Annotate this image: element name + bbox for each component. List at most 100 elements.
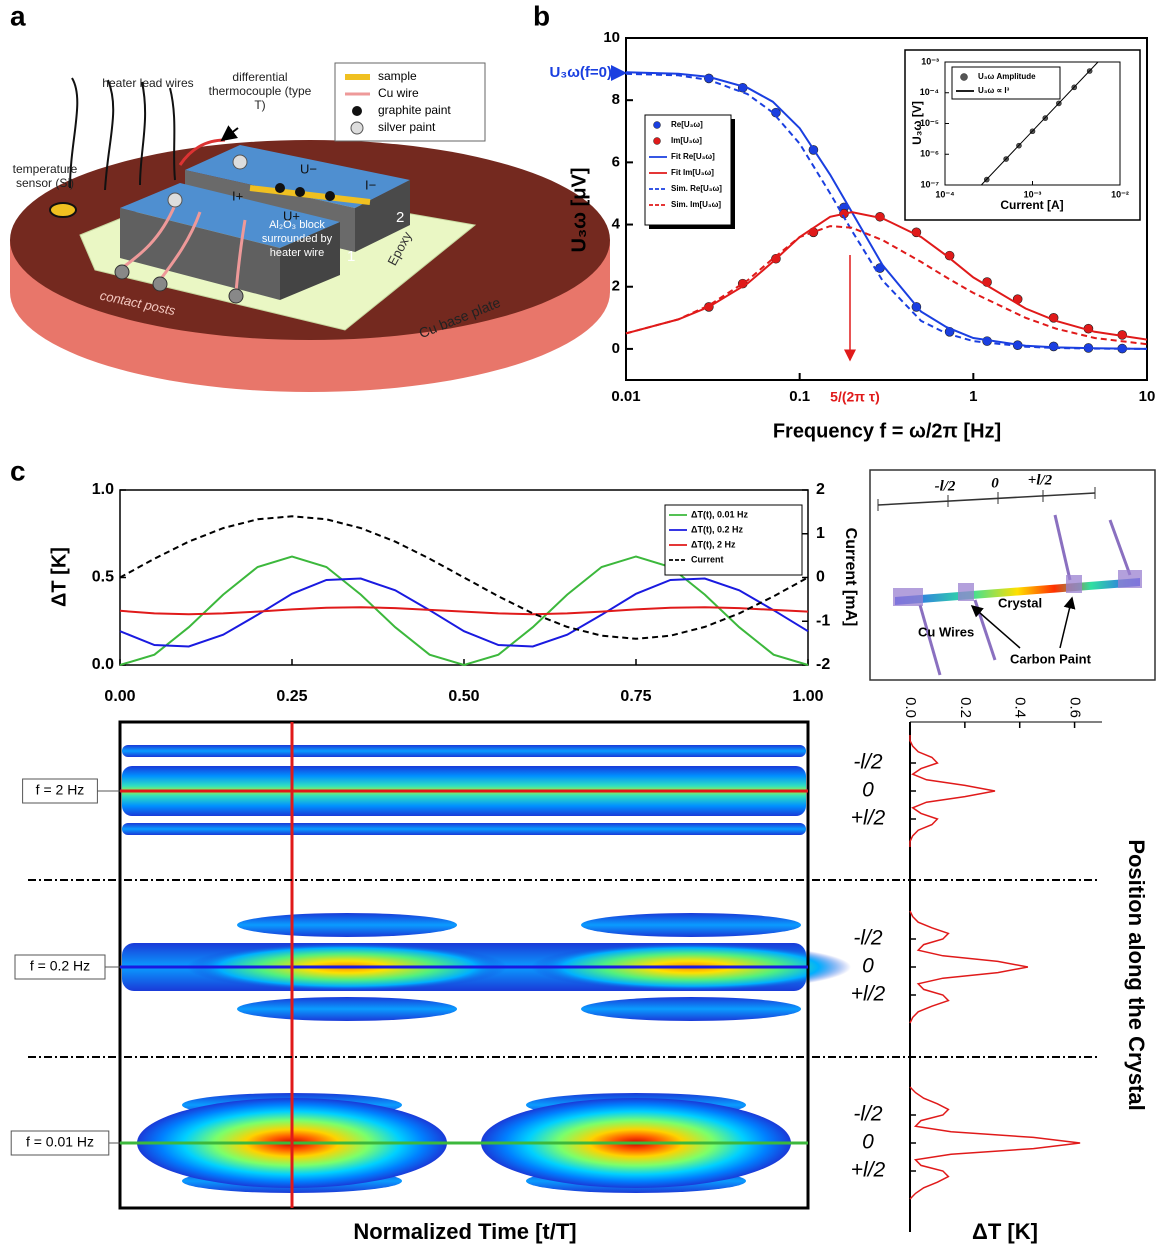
profile-line — [909, 1086, 1081, 1200]
y-tick-label: -l/2 — [853, 751, 882, 774]
schematic-tick: +l/2 — [1028, 472, 1053, 488]
x-tick-label: 0.50 — [448, 688, 479, 705]
x-tick-label: 1.00 — [792, 688, 823, 705]
diagram-label: differential thermocouple (type T) — [208, 70, 312, 112]
block-label: U− — [300, 161, 317, 176]
legend-label: Re[U₃ω] — [671, 120, 703, 129]
legend-label: Cu wire — [378, 86, 419, 100]
profile-line — [909, 735, 996, 847]
y-tick-label: 1.0 — [92, 481, 114, 498]
legend-box — [664, 504, 803, 576]
schematic-tick: -l/2 — [935, 478, 956, 494]
x-tick-label: 10⁻² — [1111, 189, 1129, 199]
legend-label: Current — [691, 554, 724, 564]
contour-blob — [237, 997, 458, 1021]
block-label: I− — [365, 177, 376, 192]
frequency-box — [22, 778, 98, 804]
y-axis-label: Position along the Crystal — [1124, 839, 1149, 1110]
plot-frame — [118, 720, 810, 1210]
x-tick-label: 1 — [969, 388, 977, 405]
y-tick-label: 10⁻⁷ — [921, 179, 940, 189]
y-tick-label: +l/2 — [851, 807, 886, 830]
x-tick-label: 0.4 — [1012, 697, 1029, 718]
panel-label: b — [533, 0, 550, 31]
legend-label: Fit Re[U₃ω] — [671, 152, 715, 161]
y2-tick-label: -1 — [816, 612, 830, 629]
legend-label: sample — [378, 69, 417, 83]
x-tick-label: 0.75 — [620, 688, 651, 705]
frequency-box — [10, 1130, 110, 1156]
block-label: U+ — [283, 208, 300, 223]
legend-swatch — [653, 137, 661, 145]
annotation: U₃ω(f=0) — [549, 64, 612, 81]
y-tick-label: +l/2 — [851, 1159, 886, 1182]
data-line — [980, 61, 1099, 186]
y-tick-label: -l/2 — [853, 927, 882, 950]
x-tick-label: 0.00 — [104, 688, 135, 705]
diagram-label: Al₂O₃ block surrounded by heater wire — [261, 219, 333, 259]
x-tick-label: 0.01 — [611, 388, 640, 405]
y2-tick-label: 0 — [816, 569, 825, 586]
legend-label: U₃ω Amplitude — [978, 72, 1036, 81]
x-axis-label: Current [A] — [1000, 198, 1063, 212]
plot-frame — [625, 37, 1148, 381]
legend-label: ΔT(t), 2 Hz — [691, 539, 736, 549]
y-tick-label: 0 — [862, 779, 874, 802]
y-tick-label: 10⁻⁶ — [920, 149, 939, 159]
x-tick-label: 0.0 — [902, 697, 919, 718]
schematic-label: Cu Wires — [918, 624, 974, 639]
y2-tick-label: 2 — [816, 481, 825, 498]
crystal-schematic: -l/2 0 +l/2 Crystal Cu Wires Carbon Pain… — [869, 469, 1156, 681]
frequency-box — [14, 954, 106, 980]
x-axis-label: ΔT [K] — [972, 1219, 1038, 1244]
legend-label: Im[U₃ω] — [671, 136, 702, 145]
y-tick-label: 0 — [862, 955, 874, 978]
schematic-label: Carbon Paint — [1010, 651, 1092, 666]
legend-label: ΔT(t), 0.01 Hz — [691, 509, 748, 519]
frequency-label: f = 2 Hz — [36, 782, 85, 798]
contour-band — [122, 745, 806, 757]
y-axis-label: ΔT [K] — [48, 547, 70, 607]
x-tick-label: 0.2 — [957, 697, 974, 718]
data-line — [119, 577, 809, 648]
y-tick-label: +l/2 — [851, 983, 886, 1006]
y2-tick-label: -2 — [816, 656, 830, 673]
y-tick-label: 6 — [612, 153, 620, 170]
block-label: I+ — [232, 188, 243, 203]
data-line — [119, 555, 809, 667]
panel-label: c — [10, 455, 26, 486]
x-tick-label: 0.1 — [789, 388, 810, 405]
y-tick-label: 8 — [612, 91, 620, 108]
block-label: 2 — [396, 209, 404, 226]
profile-line — [909, 910, 1029, 1024]
legend-box — [644, 114, 732, 226]
y-tick-label: 0 — [862, 1131, 874, 1154]
y-axis-label: U₃ω [μV] — [568, 167, 590, 252]
y-tick-label: 2 — [612, 278, 620, 295]
y-tick-label: 0.0 — [92, 656, 114, 673]
y-tick-label: 4 — [612, 216, 621, 233]
data-line — [625, 72, 1148, 350]
contour-blob — [581, 997, 802, 1021]
y-tick-label: 10⁻⁴ — [920, 87, 939, 97]
y-tick-label: 0.5 — [92, 569, 114, 586]
legend-label: Fit Im[U₃ω] — [671, 168, 714, 177]
y2-axis-label: Current [mA] — [842, 528, 859, 627]
contour-blob — [581, 913, 802, 937]
x-axis-label: Normalized Time [t/T] — [353, 1219, 576, 1244]
y-tick-label: 0 — [612, 340, 620, 357]
legend-swatch — [960, 73, 968, 81]
diagram-label: temperature sensor (Si) — [12, 162, 78, 190]
data-line — [625, 71, 1148, 350]
x-tick-label: 10⁻⁴ — [935, 189, 954, 199]
y-tick-label: 10⁻³ — [921, 56, 939, 66]
block-label: 1 — [347, 248, 355, 265]
legend-box — [951, 66, 1061, 100]
y-axis-label: U₃ω [V] — [910, 101, 924, 145]
y-tick-label: -l/2 — [853, 1103, 882, 1126]
frequency-label: f = 0.01 Hz — [26, 1134, 94, 1150]
data-line — [119, 515, 809, 640]
y-tick-label: 10⁻⁵ — [920, 118, 939, 128]
y-tick-label: 10 — [603, 29, 620, 46]
